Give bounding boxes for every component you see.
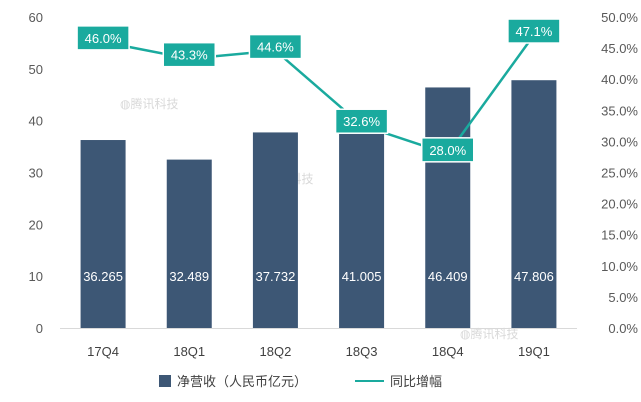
line-value-callout: 44.6%: [248, 33, 303, 60]
bar-value-label: 32.489: [169, 269, 209, 284]
bar-value-label: 46.409: [428, 269, 468, 284]
legend: 净营收（人民币亿元） 同比增幅: [159, 375, 442, 390]
bar-value-label: 36.265: [83, 269, 123, 284]
line-value-box: [334, 108, 389, 134]
bar-labels: 36.265 32.489 37.732 41.005 46.409 47.806: [83, 269, 554, 284]
line-value-label: 44.6%: [257, 40, 294, 55]
line-value-box: [507, 18, 561, 44]
y-right-tick: 20.0%: [601, 197, 638, 212]
bar-value-label: 47.806: [514, 269, 554, 284]
y-left-tick: 0: [36, 321, 43, 336]
x-category-label: 18Q4: [432, 344, 464, 359]
line-value-label: 28.0%: [429, 143, 466, 158]
y-left-tick: 10: [29, 269, 43, 284]
x-category-label: 18Q1: [173, 344, 205, 359]
y-left-tick: 60: [29, 10, 43, 25]
bar-17Q4: [80, 140, 126, 328]
y-left-tick: 40: [29, 114, 43, 129]
y-right-tick: 45.0%: [601, 41, 638, 56]
line-value-label: 32.6%: [343, 114, 380, 129]
y-right-tick: 25.0%: [601, 166, 638, 181]
line-value-box: [248, 33, 303, 60]
right-axis: 0.0% 5.0% 10.0% 15.0% 20.0% 25.0% 30.0% 35.0% 40…: [601, 10, 638, 336]
bar-18Q2: [252, 132, 298, 328]
bar-value-label: 37.732: [256, 269, 296, 284]
legend-bar-swatch: [159, 375, 171, 387]
bar-18Q3: [339, 115, 385, 328]
line-value-label: 46.0%: [85, 31, 122, 46]
y-left-tick: 20: [29, 217, 43, 232]
bar-value-label: 41.005: [342, 269, 382, 284]
x-category-label: 18Q2: [260, 344, 292, 359]
y-left-tick: 50: [29, 62, 43, 77]
legend-line-label: 同比增幅: [390, 375, 442, 390]
line-value-box: [76, 25, 130, 51]
y-right-tick: 35.0%: [601, 103, 638, 118]
y-right-tick: 5.0%: [608, 290, 638, 305]
line-value-label: 47.1%: [515, 24, 552, 39]
y-right-tick: 15.0%: [601, 228, 638, 243]
line-value-callout: 47.1%: [507, 18, 561, 44]
x-categories: 17Q4 18Q1 18Q2 18Q3 18Q4 19Q1: [87, 344, 550, 359]
y-right-tick: 50.0%: [601, 10, 638, 25]
legend-bar-label: 净营收（人民币亿元）: [177, 375, 307, 390]
line-value-callout: 43.3%: [162, 41, 216, 68]
y-right-tick: 40.0%: [601, 72, 638, 87]
watermark-text: ◍腾讯科技: [460, 326, 518, 341]
line-value-label: 43.3%: [171, 48, 208, 63]
line-labels: 46.0% 43.3% 44.6% 32.6% 28.0% 47.1%: [76, 18, 561, 163]
x-category-label: 19Q1: [518, 344, 550, 359]
bar-19Q1: [511, 80, 557, 328]
left-axis: 0 10 20 30 40 50 60: [29, 10, 43, 336]
line-value-callout: 28.0%: [421, 137, 475, 163]
bar-18Q1: [166, 159, 212, 328]
y-right-tick: 0.0%: [608, 321, 638, 336]
line-value-box: [162, 41, 216, 68]
bar-18Q4: [425, 87, 471, 328]
line-value-box: [421, 137, 475, 163]
y-left-tick: 30: [29, 166, 43, 181]
bars: [80, 80, 557, 328]
watermark-text: ◍腾讯科技: [120, 96, 178, 111]
y-right-tick: 10.0%: [601, 259, 638, 274]
y-right-tick: 30.0%: [601, 134, 638, 149]
line-value-callout: 46.0%: [76, 25, 130, 51]
x-category-label: 17Q4: [87, 344, 119, 359]
line-value-callout: 32.6%: [334, 108, 389, 134]
x-category-label: 18Q3: [346, 344, 378, 359]
